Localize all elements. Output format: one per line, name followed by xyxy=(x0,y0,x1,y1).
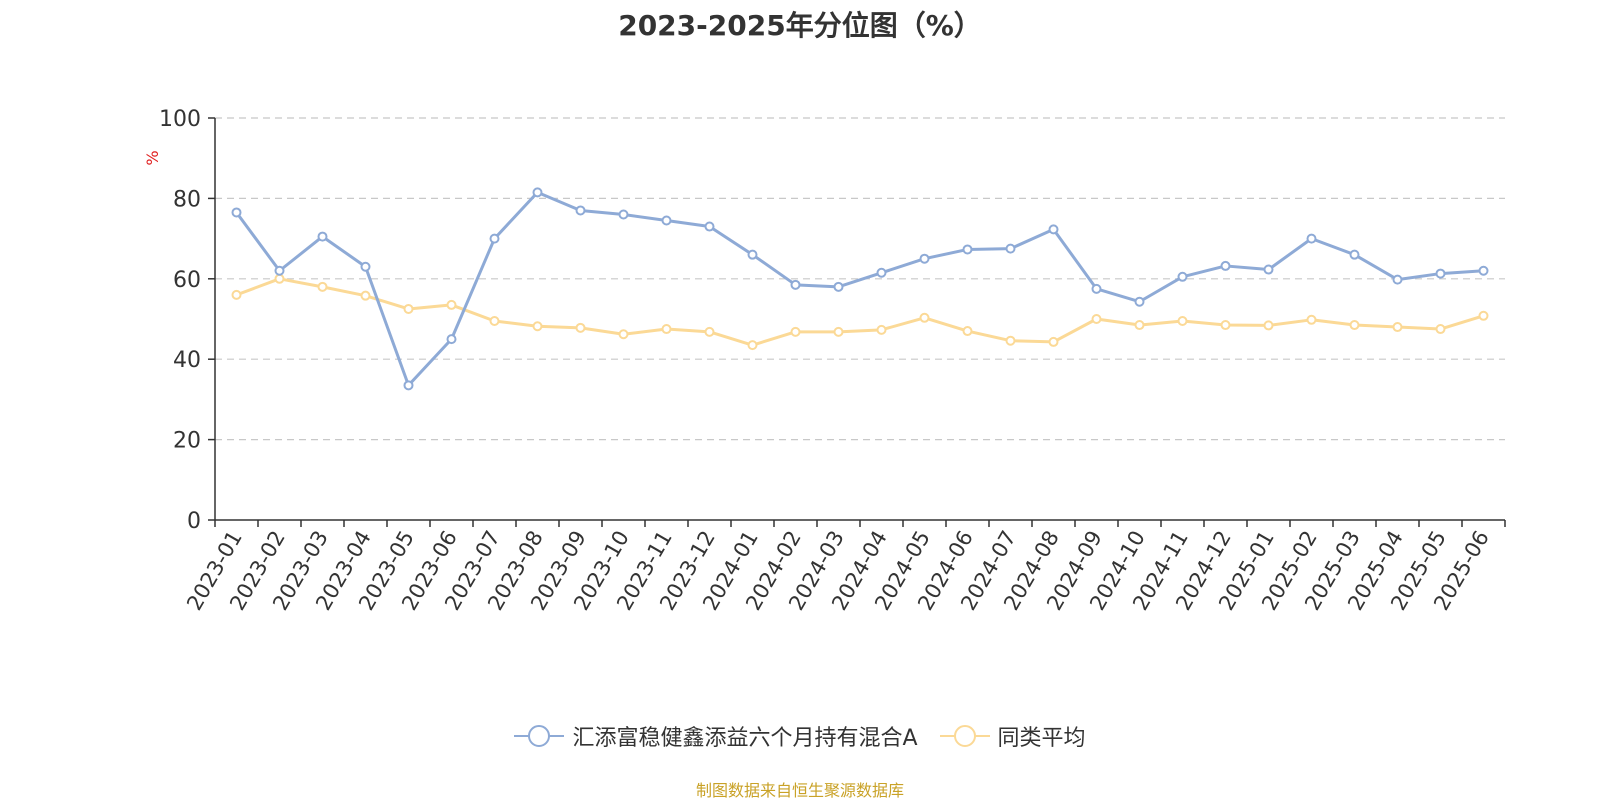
data-point-fund xyxy=(446,334,457,345)
data-point-peer-avg xyxy=(360,290,371,301)
y-tick-label: 60 xyxy=(173,268,201,293)
data-point-peer-avg xyxy=(962,326,973,337)
data-point-peer-avg xyxy=(575,322,586,333)
data-point-peer-avg xyxy=(790,326,801,337)
data-point-peer-avg xyxy=(1263,320,1274,331)
data-point-peer-avg xyxy=(532,321,543,332)
data-point-fund xyxy=(532,187,543,198)
data-point-peer-avg xyxy=(1220,320,1231,331)
legend: 汇添富稳健鑫添益六个月持有混合A 同类平均 xyxy=(0,720,1600,752)
data-point-fund xyxy=(1349,249,1360,260)
data-point-peer-avg xyxy=(1005,335,1016,346)
data-point-peer-avg xyxy=(747,340,758,351)
data-point-fund xyxy=(962,244,973,255)
data-point-peer-avg xyxy=(1435,324,1446,335)
data-point-fund xyxy=(1220,260,1231,271)
data-point-peer-avg xyxy=(446,299,457,310)
data-point-peer-avg xyxy=(231,289,242,300)
chart-title: 2023-2025年分位图（%） xyxy=(618,9,982,42)
data-point-fund xyxy=(575,205,586,216)
series-line-peer-avg xyxy=(235,277,1484,347)
data-point-peer-avg xyxy=(1048,336,1059,347)
data-point-peer-avg xyxy=(704,326,715,337)
y-axis-unit-label: % xyxy=(143,150,162,165)
legend-label-fund: 汇添富稳健鑫添益六个月持有混合A xyxy=(572,726,918,751)
data-point-peer-avg xyxy=(1349,320,1360,331)
legend-marker-peer-avg xyxy=(939,725,990,747)
data-point-fund xyxy=(790,279,801,290)
data-point-peer-avg xyxy=(1392,322,1403,333)
data-point-peer-avg xyxy=(317,281,328,292)
data-point-fund xyxy=(317,231,328,242)
data-point-fund xyxy=(1177,271,1188,282)
data-point-fund xyxy=(661,215,672,226)
data-point-fund xyxy=(833,281,844,292)
y-tick-label: 40 xyxy=(173,348,201,373)
data-point-fund xyxy=(403,380,414,391)
legend-item-peer-avg[interactable]: 同类平均 xyxy=(939,720,1086,752)
data-point-peer-avg xyxy=(489,316,500,327)
data-point-peer-avg xyxy=(1306,314,1317,325)
data-point-peer-avg xyxy=(1091,314,1102,324)
data-point-peer-avg xyxy=(661,324,672,335)
data-point-fund xyxy=(1005,243,1016,254)
y-tick-label: 80 xyxy=(173,187,201,212)
legend-label-peer-avg: 同类平均 xyxy=(997,726,1086,751)
series-line-fund xyxy=(235,190,1484,387)
data-point-peer-avg xyxy=(919,312,930,323)
data-point-fund xyxy=(704,221,715,232)
data-point-peer-avg xyxy=(833,326,844,337)
data-point-fund xyxy=(618,209,629,220)
y-tick-label: 100 xyxy=(159,107,201,132)
source-note: 制图数据来自恒生聚源数据库 xyxy=(695,781,904,800)
y-tick-label: 0 xyxy=(187,509,201,534)
data-point-fund xyxy=(489,233,500,244)
data-point-fund xyxy=(1263,264,1274,275)
data-point-fund xyxy=(919,253,930,264)
data-point-fund xyxy=(360,261,371,272)
data-point-peer-avg xyxy=(1134,320,1145,331)
data-point-fund xyxy=(1478,265,1489,276)
legend-item-fund[interactable]: 汇添富稳健鑫添益六个月持有混合A xyxy=(514,720,918,752)
data-point-peer-avg xyxy=(403,303,414,314)
data-point-fund xyxy=(1134,296,1145,307)
data-point-peer-avg xyxy=(876,324,887,335)
data-point-peer-avg xyxy=(618,329,629,340)
data-point-fund xyxy=(274,265,285,276)
y-tick-label: 20 xyxy=(173,429,201,454)
data-point-peer-avg xyxy=(274,273,285,284)
data-point-fund xyxy=(1091,283,1102,294)
data-point-fund xyxy=(876,267,887,278)
data-point-fund xyxy=(1435,268,1446,279)
data-point-fund xyxy=(1392,274,1403,285)
data-point-fund xyxy=(1306,233,1317,244)
data-point-peer-avg xyxy=(1177,316,1188,327)
data-point-fund xyxy=(747,249,758,260)
data-point-fund xyxy=(231,207,242,218)
data-point-fund xyxy=(1048,224,1059,235)
data-point-peer-avg xyxy=(1478,310,1489,321)
legend-marker-fund xyxy=(514,725,565,747)
